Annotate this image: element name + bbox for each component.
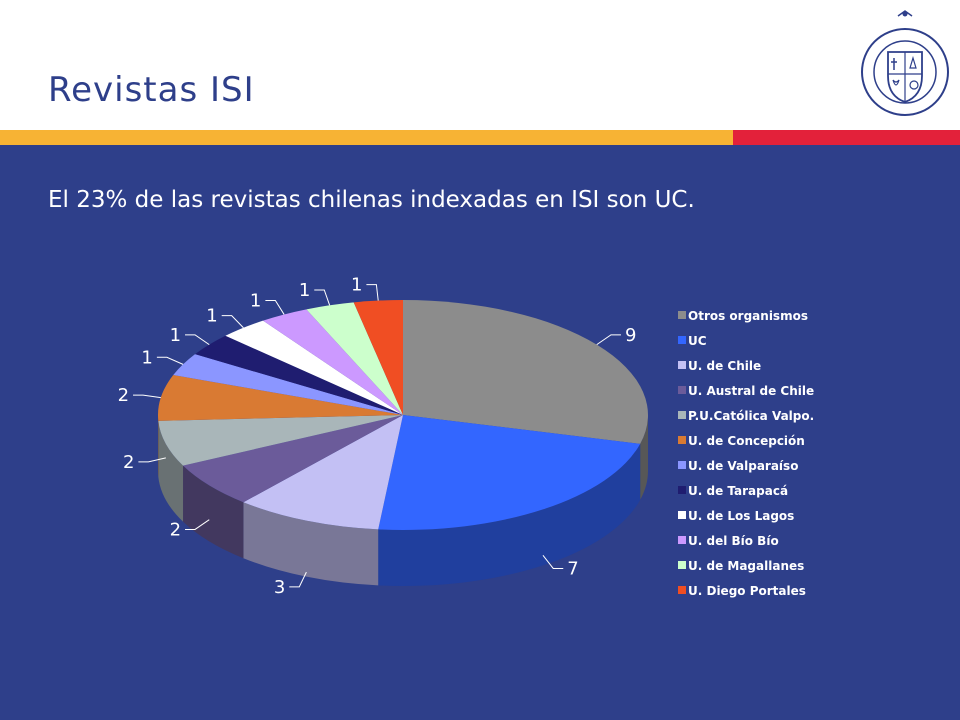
data-label-7: 1 bbox=[170, 325, 181, 346]
legend-label-4: P.U.Católica Valpo. bbox=[688, 409, 814, 423]
pie-slice-4 bbox=[158, 415, 403, 466]
slide-title: Revistas ISI bbox=[48, 70, 255, 110]
legend-swatch-4 bbox=[678, 411, 686, 419]
legend-swatch-7 bbox=[678, 486, 686, 494]
pie-slice-6 bbox=[173, 354, 403, 415]
header-stripe-red bbox=[733, 130, 960, 145]
leader-line-1 bbox=[542, 555, 564, 569]
leader-line-8 bbox=[221, 315, 244, 329]
header-stripe-yellow bbox=[0, 130, 733, 145]
leader-line-5 bbox=[133, 394, 161, 399]
legend-label-9: U. del Bío Bío bbox=[688, 534, 779, 548]
chart-legend: Otros organismos UC U. de Chile U. Austral … bbox=[678, 309, 814, 598]
legend-label-6: U. de Valparaíso bbox=[688, 459, 798, 473]
legend-swatch-6 bbox=[678, 461, 686, 469]
pie-slice-11 bbox=[353, 300, 403, 415]
legend-label-7: U. de Tarapacá bbox=[688, 484, 788, 498]
legend-swatch-5 bbox=[678, 436, 686, 444]
legend-swatch-8 bbox=[678, 511, 686, 519]
leader-line-7 bbox=[185, 334, 210, 346]
leader-line-10 bbox=[314, 289, 331, 306]
pie-slice-8 bbox=[225, 320, 403, 415]
legend-label-3: U. Austral de Chile bbox=[688, 384, 814, 398]
leader-line-2 bbox=[289, 571, 307, 588]
pie-slice-2 bbox=[243, 415, 403, 530]
legend-label-1: UC bbox=[688, 334, 707, 348]
leader-line-11 bbox=[366, 284, 379, 301]
data-label-11: 1 bbox=[351, 275, 362, 296]
legend-swatch-3 bbox=[678, 386, 686, 394]
leader-line-6 bbox=[156, 356, 184, 365]
pie-top bbox=[158, 300, 649, 530]
legend-label-10: U. de Magallanes bbox=[688, 559, 804, 573]
data-label-8: 1 bbox=[206, 306, 217, 327]
pie-side-3 bbox=[183, 465, 244, 559]
leader-line-3 bbox=[185, 519, 210, 530]
pie-slice-7 bbox=[195, 335, 403, 415]
legend-label-0: Otros organismos bbox=[688, 309, 808, 323]
pie-sides bbox=[158, 415, 648, 586]
legend-swatch-9 bbox=[678, 536, 686, 544]
data-label-4: 2 bbox=[123, 452, 134, 473]
pie-slice-10 bbox=[306, 302, 403, 415]
data-label-1: 7 bbox=[567, 558, 578, 579]
legend-label-5: U. de Concepción bbox=[688, 434, 805, 448]
slide-subtitle: El 23% de las revistas chilenas indexada… bbox=[48, 187, 695, 213]
pie-leaders bbox=[133, 284, 621, 588]
leader-line-0 bbox=[596, 334, 621, 346]
pie-slice-0 bbox=[403, 300, 649, 444]
data-label-3: 2 bbox=[170, 519, 181, 540]
legend-label-2: U. de Chile bbox=[688, 359, 761, 373]
data-label-0: 9 bbox=[625, 325, 636, 346]
data-label-9: 1 bbox=[250, 290, 261, 311]
legend-label-8: U. de Los Lagos bbox=[688, 509, 794, 523]
legend-swatch-1 bbox=[678, 336, 686, 344]
legend-label-11: U. Diego Portales bbox=[688, 584, 806, 598]
pie-side-4 bbox=[158, 420, 184, 522]
slide-header: Revistas ISI bbox=[0, 0, 960, 130]
pie-slice-3 bbox=[183, 415, 403, 503]
data-label-2: 3 bbox=[274, 577, 285, 598]
legend-swatch-11 bbox=[678, 586, 686, 594]
pie-side-2 bbox=[243, 502, 379, 586]
data-label-10: 1 bbox=[299, 280, 310, 301]
data-label-6: 1 bbox=[141, 347, 152, 368]
pie-slice-9 bbox=[263, 309, 403, 415]
legend-swatch-2 bbox=[678, 361, 686, 369]
leader-line-9 bbox=[265, 299, 285, 315]
pie-slice-1 bbox=[378, 415, 641, 530]
legend-swatch-10 bbox=[678, 561, 686, 569]
legend-swatch-0 bbox=[678, 311, 686, 319]
leader-line-4 bbox=[138, 457, 166, 463]
pie-side-0 bbox=[640, 415, 648, 500]
pie-slice-5 bbox=[158, 375, 403, 421]
pie-side-1 bbox=[378, 443, 641, 586]
data-label-5: 2 bbox=[118, 385, 129, 406]
university-seal-logo bbox=[861, 10, 949, 116]
